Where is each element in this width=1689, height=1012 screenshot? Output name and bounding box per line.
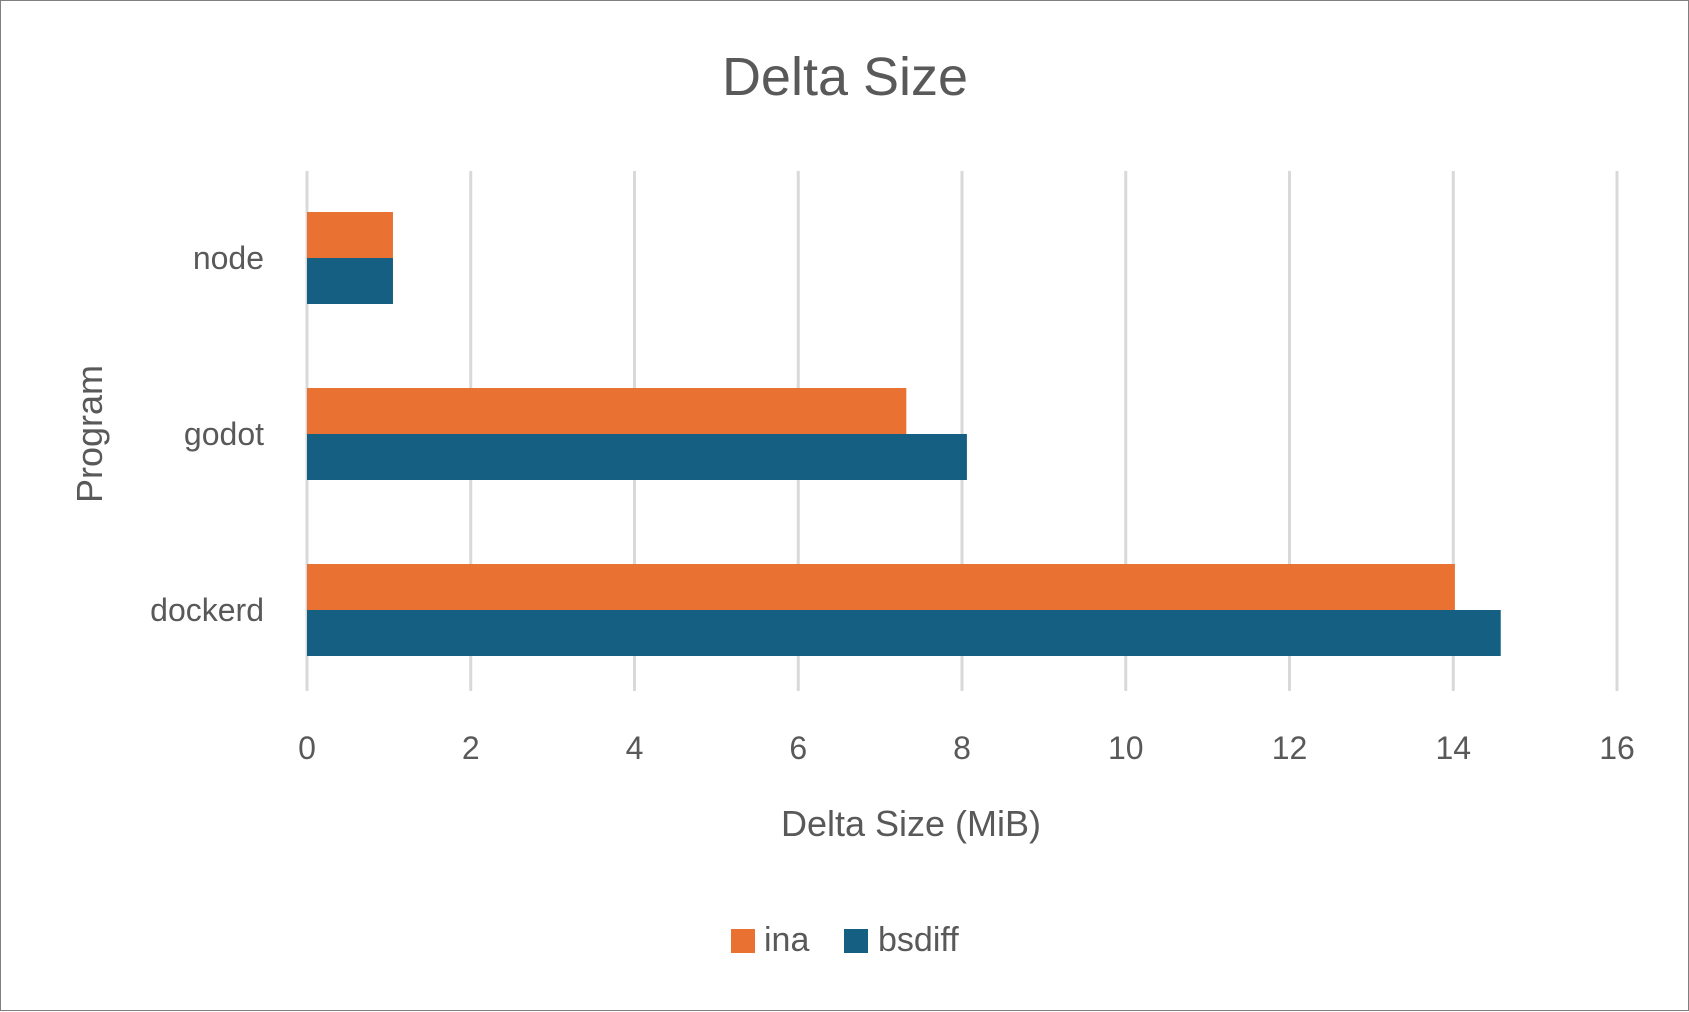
x-tick-label-6: 6	[789, 730, 807, 766]
x-tick-label-4: 4	[626, 730, 644, 766]
y-category-label-dockerd: dockerd	[150, 592, 264, 628]
y-axis-title: Program	[69, 365, 110, 503]
x-tick-label-0: 0	[298, 730, 316, 766]
legend: ina bsdiff	[731, 921, 959, 959]
x-tick-label-10: 10	[1108, 730, 1144, 766]
bar-dockerd-ina	[307, 564, 1455, 610]
bar-godot-ina	[307, 388, 907, 434]
bar-dockerd-bsdiff	[307, 610, 1501, 656]
legend-label-bsdiff: bsdiff	[878, 921, 959, 959]
x-tick-label-12: 12	[1272, 730, 1308, 766]
chart-title: Delta Size	[722, 47, 968, 107]
y-category-label-node: node	[193, 240, 264, 276]
x-tick-label-8: 8	[953, 730, 971, 766]
legend-label-ina: ina	[764, 921, 809, 959]
x-axis-title: Delta Size (MiB)	[781, 803, 1041, 844]
x-tick-label-14: 14	[1435, 730, 1471, 766]
y-category-label-godot: godot	[184, 416, 264, 452]
bar-node-ina	[307, 212, 393, 258]
x-tick-label-2: 2	[462, 730, 480, 766]
bars	[307, 212, 1501, 656]
vertical-gridlines	[305, 171, 1619, 691]
bar-node-bsdiff	[307, 258, 393, 304]
x-tick-label-16: 16	[1599, 730, 1635, 766]
legend-swatch-bsdiff	[844, 929, 868, 953]
bar-godot-bsdiff	[307, 434, 967, 480]
y-axis-category-labels: node godot dockerd	[150, 240, 264, 628]
x-axis-tick-labels: 0 2 4 6 8 10 12 14 16	[298, 730, 1635, 766]
legend-swatch-ina	[731, 929, 755, 953]
